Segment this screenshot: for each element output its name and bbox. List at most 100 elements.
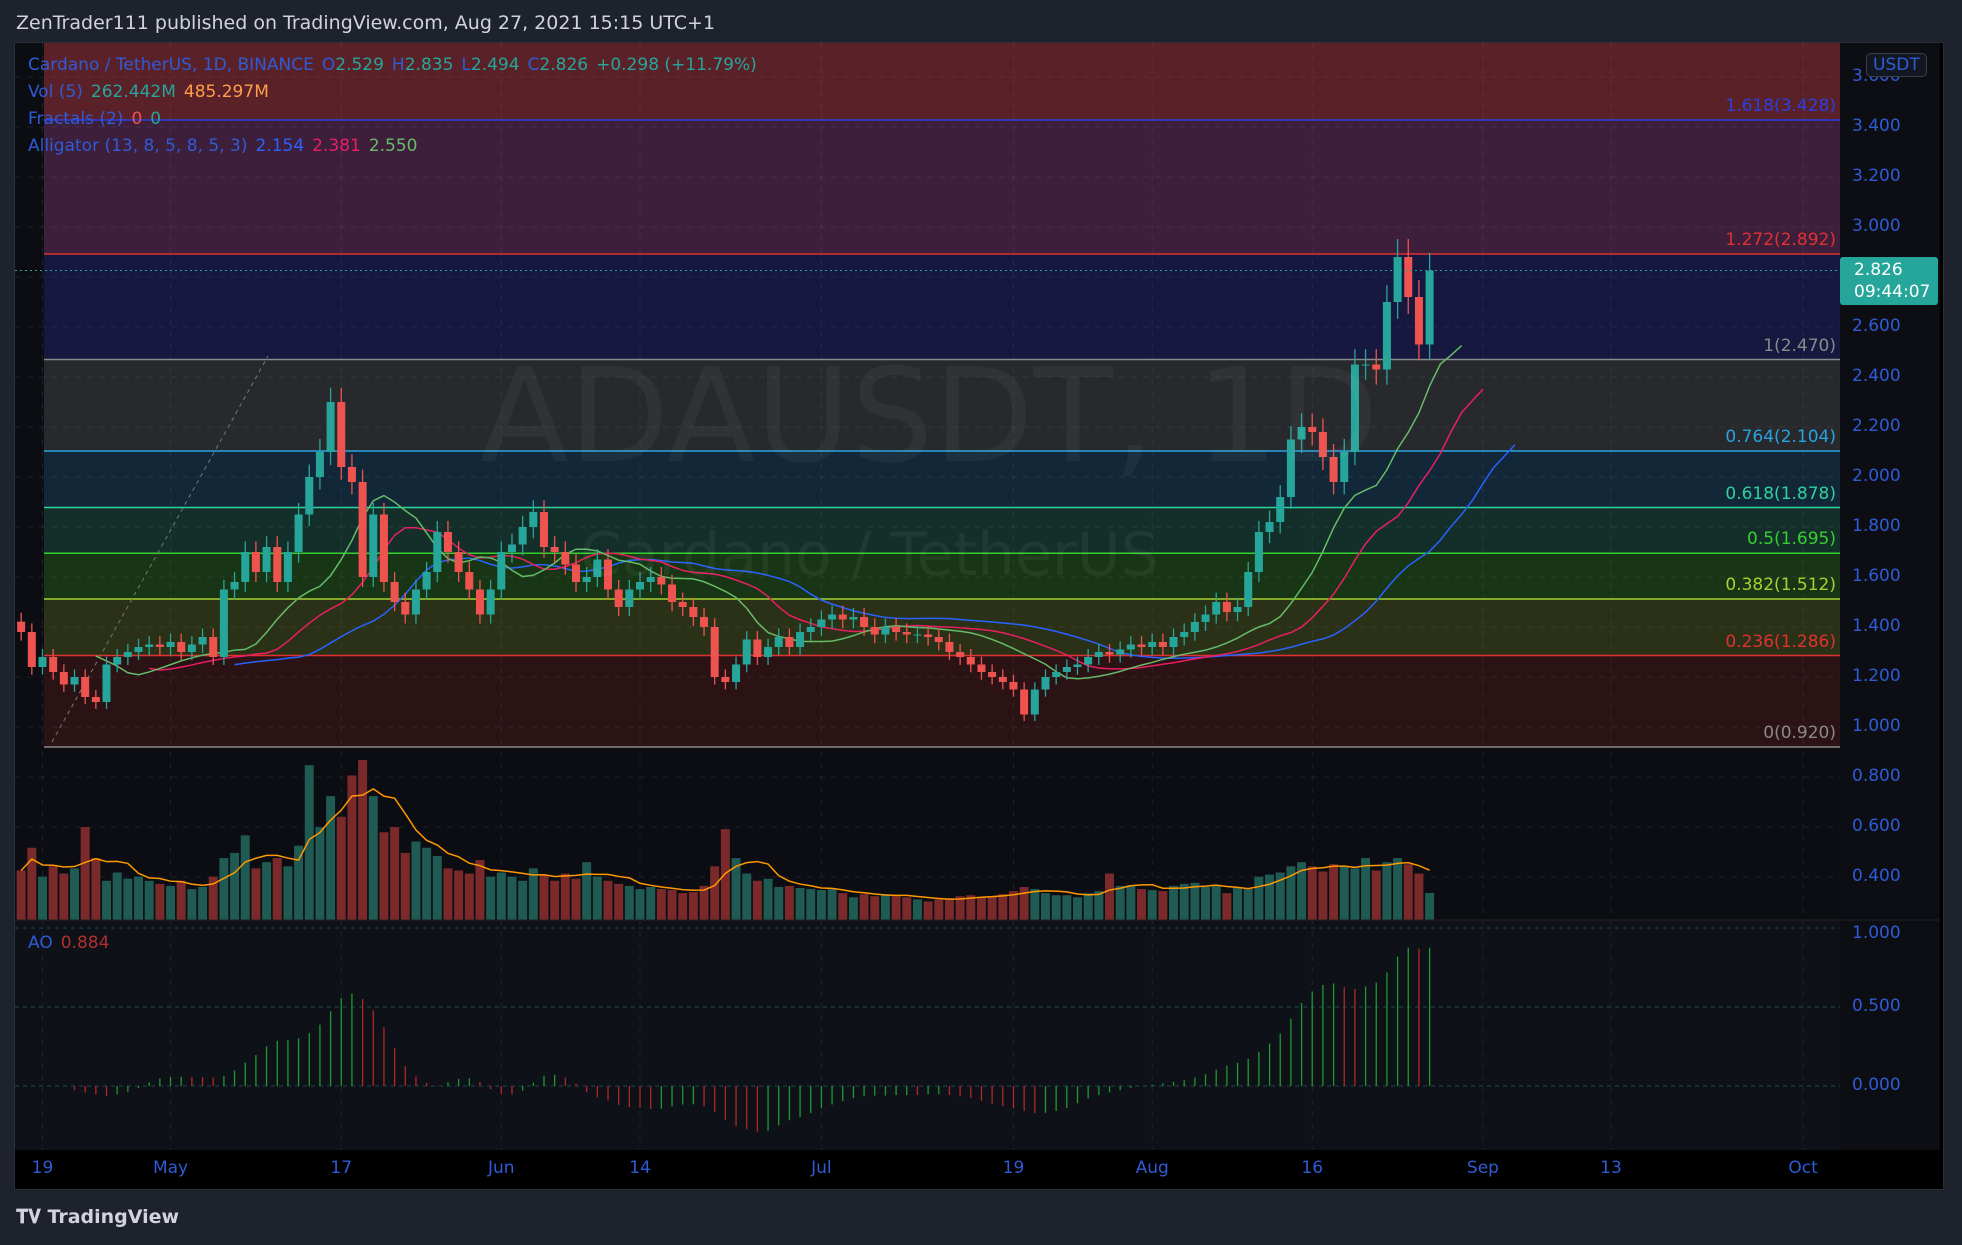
price-tick-label: 1.200 [1852,666,1901,686]
volume-bar [763,878,773,920]
candle-body [1158,642,1167,647]
candle-body [155,644,164,647]
candle-body [1404,257,1413,297]
last-price-label: 2.826 09:44:07 [1840,256,1938,305]
volume-bar [1126,884,1136,920]
candle-body [572,564,580,582]
volume-bar [1233,888,1243,920]
candle-body [518,527,527,545]
price-tick-label: 1.000 [1852,716,1901,736]
tradingview-logo[interactable]: 𝐓𝐕 TradingView [16,1206,179,1228]
ao-tick-label: 1.000 [1852,923,1901,943]
ao-pane-bg [15,920,1840,1150]
volume-bar [304,765,314,920]
volume-bar [859,894,869,920]
volume-bar [571,878,581,920]
time-tick-label: 16 [1301,1158,1324,1178]
volume-bar [870,896,880,920]
candle-body [539,512,548,547]
fib-level-label: 1.618(3.428) [1725,96,1836,116]
watermark-name: Cardano / TetherUS [580,520,1159,590]
volume-bar [262,862,272,920]
candle-body [1233,607,1242,612]
candle-body [241,552,250,582]
fib-zone [44,120,1840,254]
low-value: 2.494 [470,55,520,75]
fractals-indicator-name[interactable]: Fractals (2) [28,109,124,129]
volume-bar [198,886,208,920]
candle-body [187,644,196,652]
candle-body [38,657,47,667]
volume-bar [998,894,1008,920]
candle-body [465,572,474,590]
candle-body [988,672,997,677]
candle-body [828,614,837,620]
volume-bar [1158,891,1168,920]
volume-bar [123,878,133,920]
time-tick-label: Jul [811,1158,832,1178]
candle-body [785,637,794,647]
volume-bar [774,886,784,920]
volume-bar [731,858,741,920]
time-tick-label: 14 [629,1158,651,1178]
volume-bar [806,889,816,920]
change-value: +0.298 (+11.79%) [596,55,757,75]
fib-zone [44,553,1840,599]
volume-indicator-name[interactable]: Vol (5) [28,82,83,102]
candle-body [742,639,751,665]
alligator-indicator-name[interactable]: Alligator (13, 8, 5, 8, 5, 3) [28,136,248,156]
volume-ma-value: 485.297M [183,82,269,102]
volume-bar [848,897,858,920]
alligator-lips-value: 2.550 [368,136,418,156]
candle-body [945,642,954,652]
volume-bar [784,885,794,920]
time-axis-bg [15,1150,1940,1187]
legend-volume-row: Vol (5) 262.442M 485.297M [28,82,277,102]
volume-bar [1286,866,1296,920]
volume-bar [1361,858,1371,920]
publish-header: ZenTrader111 published on TradingView.co… [16,12,716,34]
volume-bar [656,889,666,920]
volume-bar [400,852,410,920]
volume-bar [112,872,122,920]
volume-bar [144,880,154,920]
candle-body [497,552,506,590]
volume-bar [1371,870,1381,920]
volume-bar [496,872,506,920]
volume-bar [1265,874,1275,920]
volume-bar [379,832,389,920]
volume-bar [1190,882,1200,920]
legend-fractals-row: Fractals (2) 0 0 [28,109,169,129]
candle-body [283,552,292,582]
candle-body [721,677,730,682]
high-value: 2.835 [404,55,454,75]
fib-level-label: 0.5(1.695) [1747,529,1836,550]
ao-indicator-name[interactable]: AO [28,933,53,953]
time-tick-label: 19 [1002,1158,1025,1178]
legend-alligator-row: Alligator (13, 8, 5, 8, 5, 3) 2.154 2.381 2… [28,136,426,156]
fib-level-label: 0.236(1.286) [1725,631,1836,652]
low-label: L [461,55,471,75]
currency-badge[interactable]: USDT [1866,53,1927,77]
candle-body [102,664,111,702]
candle-body [1393,257,1402,302]
volume-bar [1211,885,1221,920]
candle-body [145,644,154,647]
volume-bar [539,875,549,920]
volume-bar [1083,893,1093,920]
candle-body [401,602,410,615]
time-tick-label: May [152,1158,189,1178]
symbol-name[interactable]: Cardano / TetherUS, 1D, BINANCE [28,55,314,75]
price-tick-label: 0.800 [1852,766,1901,786]
candle-body [326,402,335,452]
ao-value: 0.884 [60,933,110,953]
volume-bar [27,847,37,920]
candle-body [1222,602,1231,612]
volume-bar [166,885,176,920]
candle-body [966,657,975,665]
candle-body [433,532,442,572]
candle-body [550,547,559,552]
alligator-jaw-value: 2.154 [255,136,305,156]
volume-bar [710,866,720,920]
